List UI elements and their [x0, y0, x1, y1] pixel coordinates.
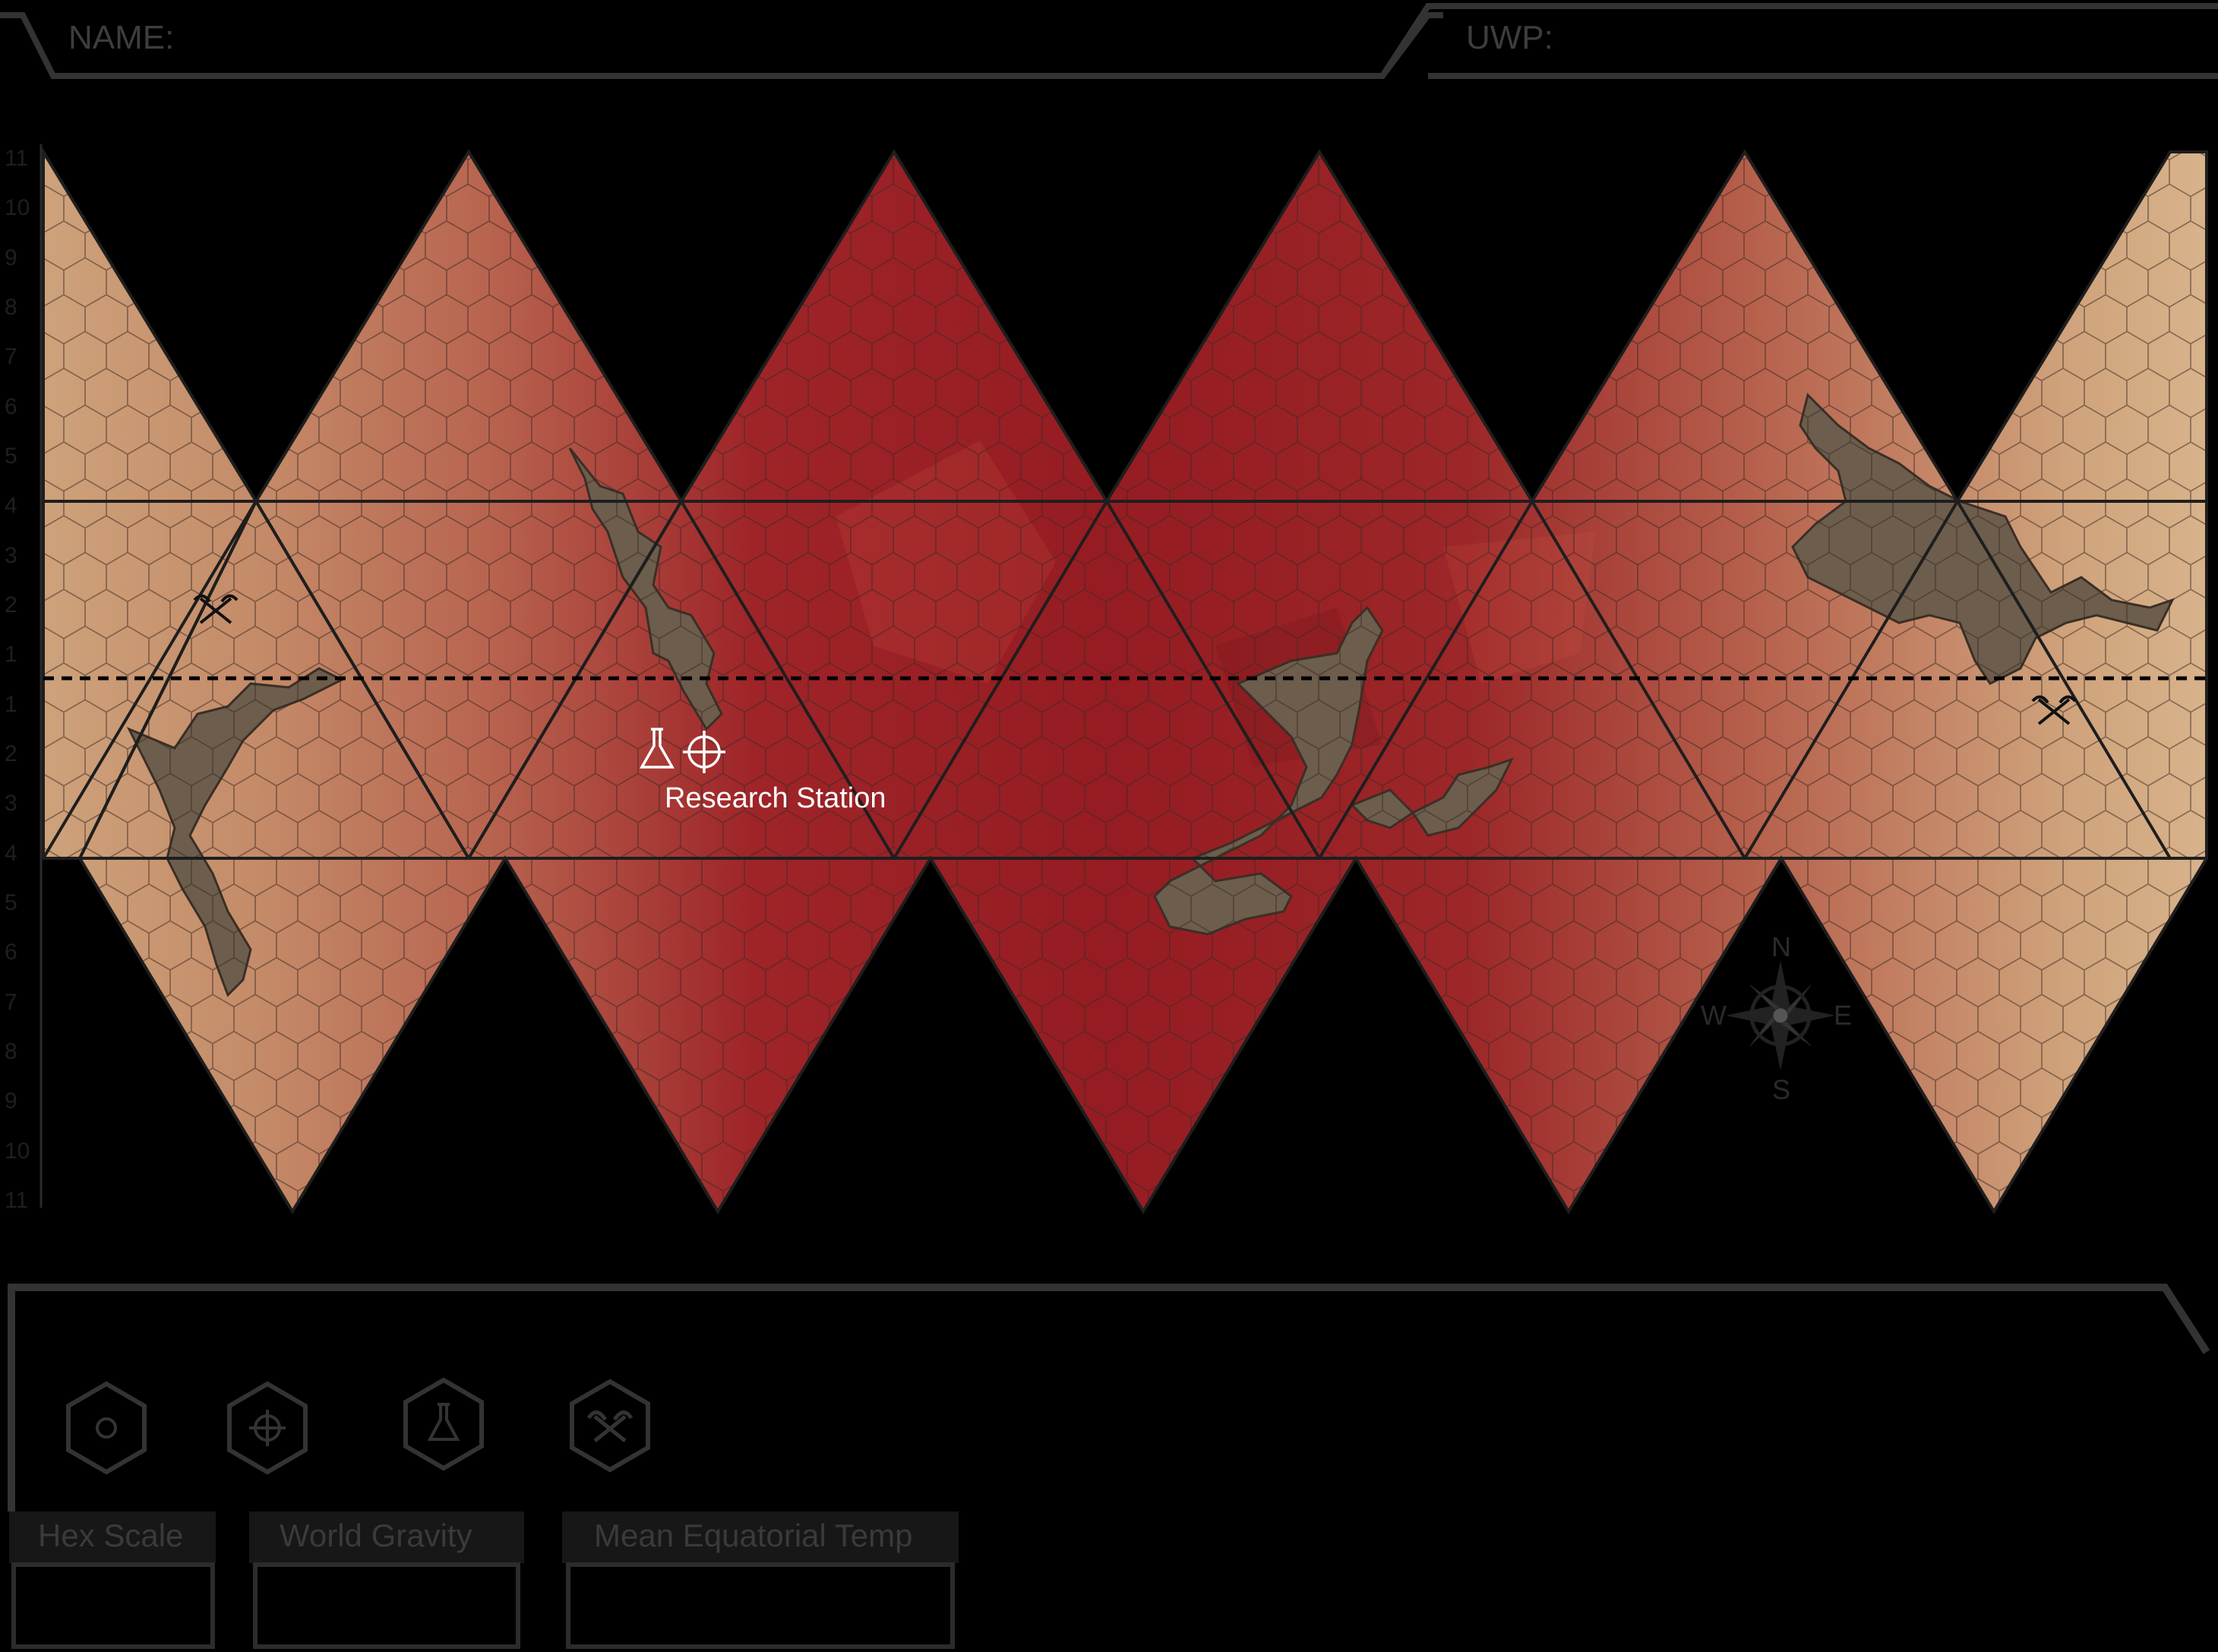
research-station-label: Research Station	[665, 782, 886, 814]
world-gravity-label: World Gravity	[280, 1518, 472, 1553]
icosahedral-map: Research Station N E S W	[42, 146, 2208, 1215]
latitude-tick-label: 10	[5, 195, 30, 220]
legend-icon-circle[interactable]	[66, 1381, 147, 1475]
circle-icon	[96, 1417, 117, 1439]
flask-icon	[427, 1403, 460, 1441]
compass-star-icon	[1727, 962, 1834, 1069]
latitude-tick-label: 11	[5, 146, 28, 171]
crossed-picks-icon	[586, 1410, 633, 1442]
hex-scale-input[interactable]	[11, 1562, 215, 1649]
latitude-tick-label: 10	[5, 1139, 30, 1164]
mean-equatorial-temp-field: Mean Equatorial Temp	[562, 1511, 959, 1649]
latitude-tick-label: 7	[5, 344, 17, 369]
latitude-tick-label: 5	[5, 890, 17, 915]
latitude-tick-label: 2	[5, 592, 17, 618]
legend-icon-mine[interactable]	[570, 1379, 650, 1473]
latitude-tick-label: 6	[5, 394, 17, 419]
uwp-label: UWP:	[1466, 19, 1553, 56]
world-gravity-input[interactable]	[253, 1562, 520, 1649]
research-station-marker[interactable]: Research Station	[639, 728, 886, 814]
latitude-tick-label: 3	[5, 791, 17, 816]
legend-icon-flask[interactable]	[403, 1377, 484, 1471]
crossed-picks-icon	[2031, 695, 2077, 725]
crossed-picks-icon	[193, 594, 239, 624]
world-gravity-field: World Gravity	[249, 1511, 524, 1649]
compass-w: W	[1701, 1000, 1727, 1031]
name-label: NAME:	[68, 19, 174, 56]
legend-panel: Hex Scale World Gravity Mean Equatorial …	[8, 1284, 2210, 1649]
flask-icon	[639, 728, 675, 769]
latitude-tick-label: 5	[5, 444, 17, 469]
latitude-tick-label: 7	[5, 990, 17, 1015]
mean-equatorial-temp-input[interactable]	[566, 1562, 955, 1649]
latitude-tick-label: 8	[5, 295, 17, 320]
compass-e: E	[1834, 1000, 1852, 1031]
legend-icon-crosshair[interactable]	[227, 1381, 308, 1475]
mine-marker-east[interactable]	[2031, 695, 2077, 725]
uwp-field-frame[interactable]	[1379, 2, 2218, 78]
compass-rose: N E S W	[1701, 931, 1852, 1105]
latitude-tick-label: 6	[5, 940, 17, 965]
latitude-tick-label: 2	[5, 741, 17, 766]
crosshair-icon	[683, 731, 725, 773]
latitude-tick-label: 4	[5, 493, 17, 518]
hex-scale-field: Hex Scale	[9, 1511, 216, 1649]
latitude-tick-label: 1	[5, 642, 17, 667]
latitude-tick-label: 1	[5, 692, 17, 717]
legend-icons	[66, 1377, 650, 1475]
latitude-tick-label: 9	[5, 1088, 17, 1113]
mine-marker-west[interactable]	[193, 594, 239, 624]
latitude-tick-label: 3	[5, 543, 17, 568]
compass-n: N	[1771, 931, 1791, 962]
compass-s: S	[1772, 1074, 1790, 1105]
crosshair-icon	[249, 1410, 286, 1446]
latitude-tick-label: 8	[5, 1039, 17, 1064]
mean-equatorial-temp-label: Mean Equatorial Temp	[594, 1518, 912, 1553]
latitude-tick-label: 11	[5, 1188, 28, 1213]
hex-scale-label: Hex Scale	[38, 1518, 183, 1553]
latitude-tick-label: 4	[5, 841, 17, 866]
header-bar: NAME: UWP:	[0, 2, 2218, 79]
name-field-frame[interactable]	[0, 12, 1443, 79]
latitude-tick-label: 9	[5, 245, 17, 270]
